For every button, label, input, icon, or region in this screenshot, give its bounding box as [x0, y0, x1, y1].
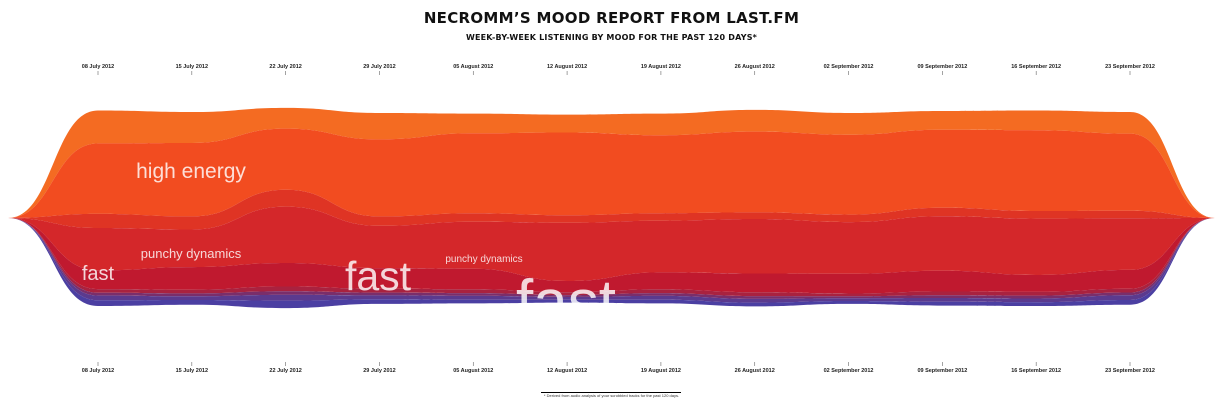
stream-layer-high-energy	[8, 128, 1215, 218]
x-tick-label-bottom: 16 September 2012	[1011, 368, 1061, 374]
x-tick-label-top: 19 August 2012	[641, 64, 681, 70]
x-tick-label-bottom: 02 September 2012	[824, 368, 874, 374]
stream-annotation: high energy	[136, 160, 246, 183]
stream-annotation: punchy dynamics	[141, 246, 242, 261]
x-tick-label-bottom: 19 August 2012	[641, 368, 681, 374]
x-tick-label-top: 12 August 2012	[547, 64, 587, 70]
stream-annotation: aggressive	[139, 87, 241, 110]
chart-subtitle: WEEK-BY-WEEK LISTENING BY MOOD FOR THE P…	[465, 33, 758, 42]
x-tick-label-top: 08 July 2012	[82, 64, 114, 70]
x-tick-label-top: 05 August 2012	[453, 64, 493, 70]
stream-annotation: strong dance beat	[973, 327, 1102, 344]
x-tick-label-top: 23 September 2012	[1105, 64, 1155, 70]
footnote: * Derived from audio analysis of your sc…	[543, 393, 680, 398]
stream-annotation: punchy dynamics	[445, 254, 522, 265]
x-tick-label-top: 15 July 2012	[176, 64, 208, 70]
x-tick-label-top: 16 September 2012	[1011, 64, 1061, 70]
x-tick-label-bottom: 22 July 2012	[269, 368, 301, 374]
x-tick-label-top: 09 September 2012	[917, 64, 967, 70]
x-tick-label-top: 02 September 2012	[824, 64, 874, 70]
x-tick-label-bottom: 12 August 2012	[547, 368, 587, 374]
stream-annotation: strong dance beat	[134, 320, 246, 336]
x-tick-label-bottom: 08 July 2012	[82, 368, 114, 374]
x-tick-label-top: 22 July 2012	[269, 64, 301, 70]
x-tick-label-bottom: 09 September 2012	[917, 368, 967, 374]
stream-annotation: fast	[82, 263, 115, 285]
footnote-rule	[541, 392, 681, 393]
stream-layer-punchy-dynamics	[8, 189, 1215, 230]
x-tick-label-bottom: 26 August 2012	[735, 368, 775, 374]
stream-layer-aggressive	[8, 107, 1215, 218]
stream-annotation: fast	[516, 268, 616, 337]
x-tick-label-bottom: 29 July 2012	[363, 368, 395, 374]
x-tick-label-top: 29 July 2012	[363, 64, 395, 70]
x-tick-label-bottom: 15 July 2012	[176, 368, 208, 374]
stream-annotation: fast	[345, 253, 412, 299]
stream-layer-fast	[8, 206, 1215, 281]
chart-title: NECROMM’S MOOD REPORT FROM LAST.FM	[423, 9, 800, 27]
x-tick-label-bottom: 05 August 2012	[453, 368, 493, 374]
x-tick-label-top: 26 August 2012	[735, 64, 775, 70]
stream-layer-strong-dance-beat	[8, 218, 1215, 294]
stream-annotation: strong dance beat	[605, 336, 709, 351]
x-tick-label-bottom: 23 September 2012	[1105, 368, 1155, 374]
